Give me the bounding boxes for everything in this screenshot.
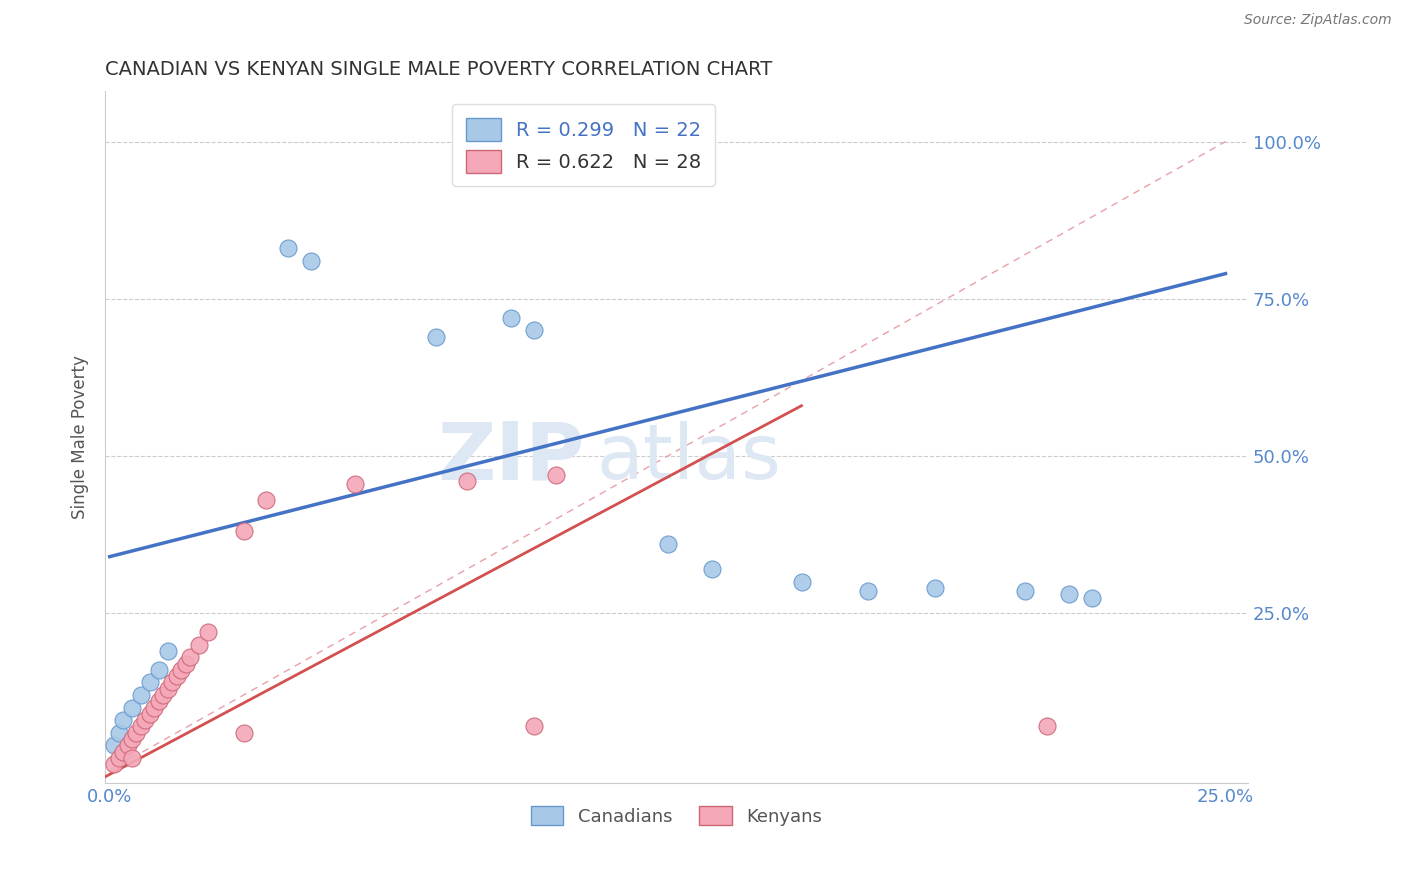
- Point: [134, 713, 156, 727]
- Point: [117, 739, 139, 753]
- Point: [523, 323, 546, 337]
- Legend: Canadians, Kenyans: Canadians, Kenyans: [523, 799, 830, 833]
- Point: [107, 725, 129, 739]
- Point: [254, 493, 277, 508]
- Point: [143, 700, 166, 714]
- Point: [657, 537, 679, 551]
- Point: [523, 719, 546, 733]
- Point: [344, 477, 367, 491]
- Point: [232, 725, 254, 739]
- Point: [1036, 719, 1059, 733]
- Point: [166, 669, 188, 683]
- Point: [129, 719, 152, 733]
- Text: CANADIAN VS KENYAN SINGLE MALE POVERTY CORRELATION CHART: CANADIAN VS KENYAN SINGLE MALE POVERTY C…: [105, 60, 772, 78]
- Point: [112, 745, 135, 759]
- Point: [121, 751, 143, 765]
- Point: [107, 751, 129, 765]
- Point: [187, 638, 209, 652]
- Text: atlas: atlas: [596, 421, 782, 495]
- Point: [139, 706, 162, 721]
- Point: [112, 713, 135, 727]
- Point: [501, 310, 523, 325]
- Point: [924, 581, 946, 595]
- Point: [1059, 587, 1081, 601]
- Point: [121, 700, 143, 714]
- Point: [544, 467, 567, 482]
- Point: [425, 329, 447, 343]
- Point: [1080, 591, 1102, 605]
- Point: [156, 644, 179, 658]
- Y-axis label: Single Male Poverty: Single Male Poverty: [72, 355, 89, 519]
- Point: [103, 757, 125, 772]
- Point: [121, 732, 143, 747]
- Point: [702, 562, 724, 576]
- Point: [125, 725, 148, 739]
- Point: [277, 242, 299, 256]
- Point: [232, 524, 254, 539]
- Point: [299, 254, 322, 268]
- Point: [152, 688, 174, 702]
- Point: [129, 688, 152, 702]
- Point: [790, 574, 813, 589]
- Point: [858, 584, 880, 599]
- Point: [197, 625, 219, 640]
- Point: [170, 663, 193, 677]
- Point: [1014, 584, 1036, 599]
- Point: [103, 739, 125, 753]
- Point: [174, 657, 197, 671]
- Text: ZIP: ZIP: [437, 419, 585, 497]
- Text: Source: ZipAtlas.com: Source: ZipAtlas.com: [1244, 13, 1392, 28]
- Point: [148, 663, 170, 677]
- Point: [156, 681, 179, 696]
- Point: [179, 650, 201, 665]
- Point: [456, 474, 478, 488]
- Point: [139, 675, 162, 690]
- Point: [160, 675, 183, 690]
- Point: [148, 694, 170, 708]
